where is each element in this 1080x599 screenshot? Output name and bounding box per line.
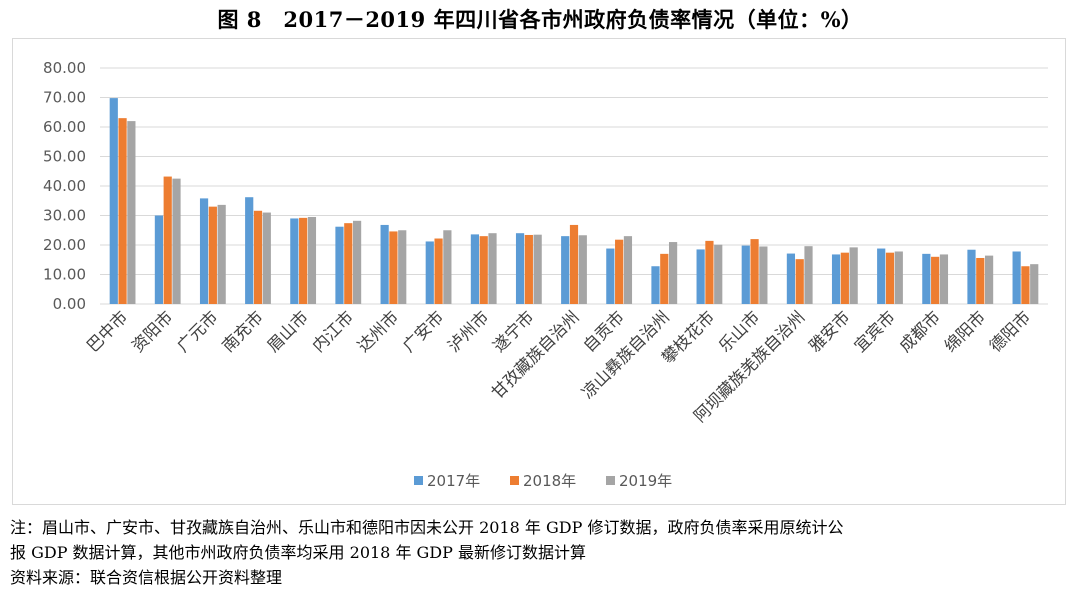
legend-swatch <box>606 476 615 485</box>
x-tick-label: 广元市 <box>173 307 221 355</box>
bar[interactable]: 雅安市 2018年: 17.4 <box>840 252 849 304</box>
bar[interactable]: 遂宁市 2019年: 23.5 <box>533 234 542 304</box>
bar[interactable]: 达州市 2019年: 25 <box>398 230 407 304</box>
bar[interactable]: 绵阳市 2017年: 18.4 <box>967 249 976 304</box>
bar[interactable]: 甘孜藏族自治州 2017年: 23 <box>561 236 570 304</box>
bar[interactable]: 乐山市 2019年: 19.5 <box>759 246 768 304</box>
bar[interactable]: 广安市 2017年: 21.2 <box>425 241 434 304</box>
bar[interactable]: 宜宾市 2017年: 18.8 <box>877 248 886 304</box>
x-tick-label: 南充市 <box>218 307 266 355</box>
bar[interactable]: 广元市 2017年: 35.8 <box>199 198 209 304</box>
x-tick-label: 绵阳市 <box>941 307 989 355</box>
bar[interactable]: 巴中市 2018年: 63 <box>118 118 127 305</box>
bar[interactable]: 成都市 2017年: 17 <box>922 253 931 304</box>
bar[interactable]: 内江市 2019年: 28.2 <box>352 220 362 304</box>
bar[interactable]: 雅安市 2019年: 19.2 <box>849 247 858 304</box>
bar[interactable]: 自贡市 2019年: 23 <box>623 236 633 304</box>
bar[interactable]: 绵阳市 2019年: 16.4 <box>984 255 994 304</box>
bar[interactable]: 资阳市 2018年: 43.2 <box>163 176 172 304</box>
bar[interactable]: 遂宁市 2017年: 24 <box>515 233 525 304</box>
bar[interactable]: 泸州市 2019年: 24 <box>488 233 497 304</box>
bar[interactable]: 德阳市 2017年: 17.8 <box>1012 251 1021 304</box>
bar[interactable]: 攀枝花市 2017年: 18.5 <box>696 249 705 304</box>
bar[interactable]: 甘孜藏族自治州 2018年: 26.8 <box>569 224 579 304</box>
bar[interactable]: 宜宾市 2018年: 17.4 <box>885 252 895 304</box>
bar[interactable]: 眉山市 2019年: 29.5 <box>307 216 317 304</box>
bar[interactable]: 德阳市 2019年: 13.5 <box>1030 264 1039 304</box>
y-tick-label: 70.00 <box>43 89 86 107</box>
bar[interactable]: 南充市 2019年: 31 <box>262 212 271 304</box>
y-tick-label: 60.00 <box>43 118 86 136</box>
bar[interactable]: 乐山市 2018年: 22 <box>750 239 759 304</box>
x-tick-label: 眉山市 <box>264 307 312 355</box>
x-tick-label: 资阳市 <box>128 307 176 355</box>
bar[interactable]: 巴中市 2017年: 69.8 <box>109 98 118 304</box>
bar[interactable]: 广元市 2018年: 33 <box>208 206 217 304</box>
legend-swatch <box>414 476 423 485</box>
legend-label: 2019年 <box>619 472 672 490</box>
y-tick-label: 80.00 <box>43 59 86 77</box>
bar[interactable]: 广安市 2019年: 25 <box>443 230 452 304</box>
bar[interactable]: 达州市 2018年: 24.6 <box>389 231 398 304</box>
bar[interactable]: 达州市 2017年: 26.8 <box>380 224 389 304</box>
y-tick-label: 30.00 <box>43 207 86 225</box>
bar[interactable]: 广元市 2019年: 33.6 <box>217 204 226 304</box>
x-tick-label: 广安市 <box>399 307 447 355</box>
bar[interactable]: 遂宁市 2018年: 23.4 <box>524 234 533 304</box>
x-tick-label: 内江市 <box>309 307 357 355</box>
bar[interactable]: 内江市 2018年: 27.4 <box>344 223 353 304</box>
legend-label: 2017年 <box>427 472 480 490</box>
bar[interactable]: 凉山彝族自治州 2017年: 12.8 <box>651 266 660 304</box>
bar[interactable]: 巴中市 2019年: 62 <box>127 121 136 304</box>
bar[interactable]: 成都市 2018年: 16 <box>931 256 940 304</box>
y-tick-label: 40.00 <box>43 177 86 195</box>
bar[interactable]: 眉山市 2018年: 29.2 <box>299 217 308 304</box>
bar[interactable]: 阿坝藏族羌族自治州 2018年: 15.2 <box>795 259 804 304</box>
y-tick-label: 20.00 <box>43 236 86 254</box>
bar[interactable]: 乐山市 2017年: 19.8 <box>741 245 750 304</box>
bar[interactable]: 资阳市 2017年: 30 <box>154 215 164 305</box>
bar[interactable]: 南充市 2017年: 36.2 <box>245 197 254 304</box>
bar[interactable]: 泸州市 2017年: 23.6 <box>470 234 480 304</box>
bar[interactable]: 成都市 2019年: 16.8 <box>939 254 949 304</box>
source-line: 资料来源：联合资信根据公开资料整理 <box>10 568 283 587</box>
bar[interactable]: 阿坝藏族羌族自治州 2019年: 19.6 <box>804 246 813 304</box>
bar[interactable]: 宜宾市 2019年: 17.8 <box>894 251 903 304</box>
y-tick-label: 0.00 <box>53 295 86 313</box>
x-tick-label: 巴中市 <box>83 307 131 355</box>
bar[interactable]: 泸州市 2018年: 23 <box>479 236 488 304</box>
bar[interactable]: 阿坝藏族羌族自治州 2017年: 17.1 <box>786 253 796 304</box>
bar[interactable]: 自贡市 2017年: 18.8 <box>606 248 615 304</box>
bar[interactable]: 内江市 2017年: 26.2 <box>335 226 344 304</box>
bar[interactable]: 雅安市 2017年: 16.8 <box>831 254 841 304</box>
note-line-2: 报 GDP 数据计算，其他市州政府负债率均采用 2018 年 GDP 最新修订数… <box>10 543 586 562</box>
chart-frame <box>12 38 1066 505</box>
bar[interactable]: 广安市 2018年: 22.2 <box>434 238 443 304</box>
note-line-1: 注：眉山市、广安市、甘孜藏族自治州、乐山市和德阳市因未公开 2018 年 GDP… <box>10 518 844 537</box>
x-tick-label: 达州市 <box>354 307 402 355</box>
x-tick-label: 泸州市 <box>444 307 492 355</box>
bar[interactable]: 绵阳市 2018年: 15.6 <box>976 257 985 304</box>
legend-label: 2018年 <box>523 472 576 490</box>
bar[interactable]: 攀枝花市 2018年: 21.4 <box>705 240 714 304</box>
bar-chart: 0.00 10.00 20.00 30.00 40.00 50.00 60.00 70.00 8… <box>43 59 1048 490</box>
bar[interactable]: 凉山彝族自治州 2019年: 21 <box>668 242 678 304</box>
x-tick-label: 雅安市 <box>805 307 853 355</box>
bar[interactable]: 南充市 2018年: 31.6 <box>253 210 263 304</box>
x-tick-label: 宜宾市 <box>850 307 898 355</box>
y-tick-label: 10.00 <box>43 266 86 284</box>
y-tick-label: 50.00 <box>43 148 86 166</box>
bar[interactable]: 凉山彝族自治州 2018年: 17 <box>660 253 669 304</box>
x-tick-label: 成都市 <box>896 307 944 355</box>
legend-swatch <box>510 476 519 485</box>
bar[interactable]: 德阳市 2018年: 12.8 <box>1021 266 1030 304</box>
x-tick-label: 德阳市 <box>986 307 1034 355</box>
bar[interactable]: 眉山市 2017年: 29 <box>290 218 299 304</box>
bar[interactable]: 甘孜藏族自治州 2019年: 23.3 <box>578 235 587 304</box>
bar[interactable]: 资阳市 2019年: 42.5 <box>172 178 181 304</box>
chart-title: 图 8 2017－2019 年四川省各市州政府负债率情况（单位：%） <box>217 7 863 32</box>
bar[interactable]: 自贡市 2018年: 21.8 <box>615 239 624 304</box>
bar[interactable]: 攀枝花市 2019年: 20.1 <box>714 244 723 304</box>
